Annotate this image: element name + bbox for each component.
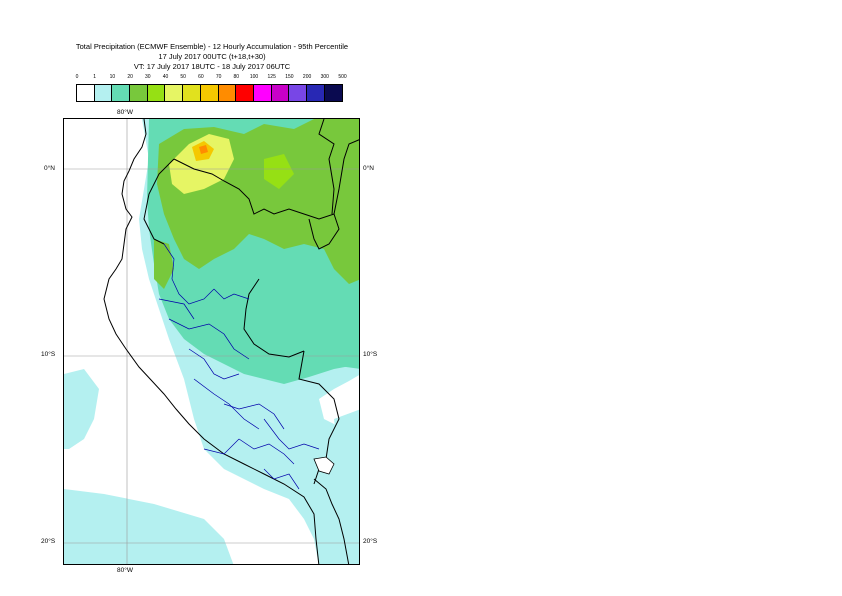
title-line-1: Total Precipitation (ECMWF Ensemble) - 1… [75,42,349,51]
legend-swatch [94,85,113,101]
legend-color-scale [76,84,344,102]
legend-label: 20 [127,74,133,80]
lake-titicaca [313,456,335,475]
legend-label: 40 [162,74,169,80]
legend-swatch [289,85,307,101]
legend-label: 10 [109,74,116,80]
legend-label: 1 [93,74,97,80]
legend-label: 125 [267,74,276,80]
left-lat-label-20s: 20°S [41,538,56,545]
right-lat-label-20s: 20°S [363,538,378,545]
legend-swatch [112,85,131,101]
legend-swatch [306,85,325,101]
legend-label: 70 [215,74,222,80]
legend-swatch [271,85,290,101]
legend-swatch [200,85,219,101]
legend-label: 30 [145,74,151,80]
precip-extreme-layer [192,141,214,161]
precipitation-map[interactable] [63,118,360,565]
map-canvas [64,119,359,564]
legend-swatch [130,85,148,101]
legend-label: 60 [198,74,204,80]
legend-label: 50 [180,74,186,80]
legend-swatch [165,85,184,101]
legend-label: 500 [338,74,347,80]
title-line-3: VT: 17 July 2017 18UTC - 18 July 2017 06… [133,62,291,71]
right-lat-label-0: 0°N [363,165,374,172]
legend-swatch [218,85,237,101]
legend-label: 0 [75,74,79,80]
legend-label: 100 [249,74,259,80]
legend-labels: 0 1 10 20 30 40 50 60 70 80 100 125 150 200 300 500 [75,74,347,84]
legend-label: 200 [302,74,312,80]
graticule [64,119,359,564]
color-legend: 0 1 10 20 30 40 50 60 70 80 100 125 150 200 300 500 [75,74,347,102]
legend-swatch [236,85,254,101]
right-lat-label-10s: 10°S [363,351,378,358]
precip-very-heavy-layer [169,134,294,194]
legend-swatch [324,85,343,101]
left-lat-label-0: 0°N [44,165,55,172]
bottom-longitude-label: 80°W [117,567,133,574]
legend-label: 300 [320,74,329,80]
legend-label: 80 [233,74,240,80]
coastline [103,119,320,564]
region-borders [158,243,320,490]
legend-label: 150 [285,74,294,80]
top-longitude-label: 80°W [117,109,133,116]
title-line-2: 17 July 2017 00UTC (t+18,t+30) [158,52,266,61]
map-title: Total Precipitation (ECMWF Ensemble) - 1… [0,42,424,72]
legend-swatch [77,85,95,101]
legend-swatch [147,85,166,101]
left-lat-label-10s: 10°S [41,351,56,358]
legend-swatch [253,85,272,101]
legend-swatch [183,85,201,101]
